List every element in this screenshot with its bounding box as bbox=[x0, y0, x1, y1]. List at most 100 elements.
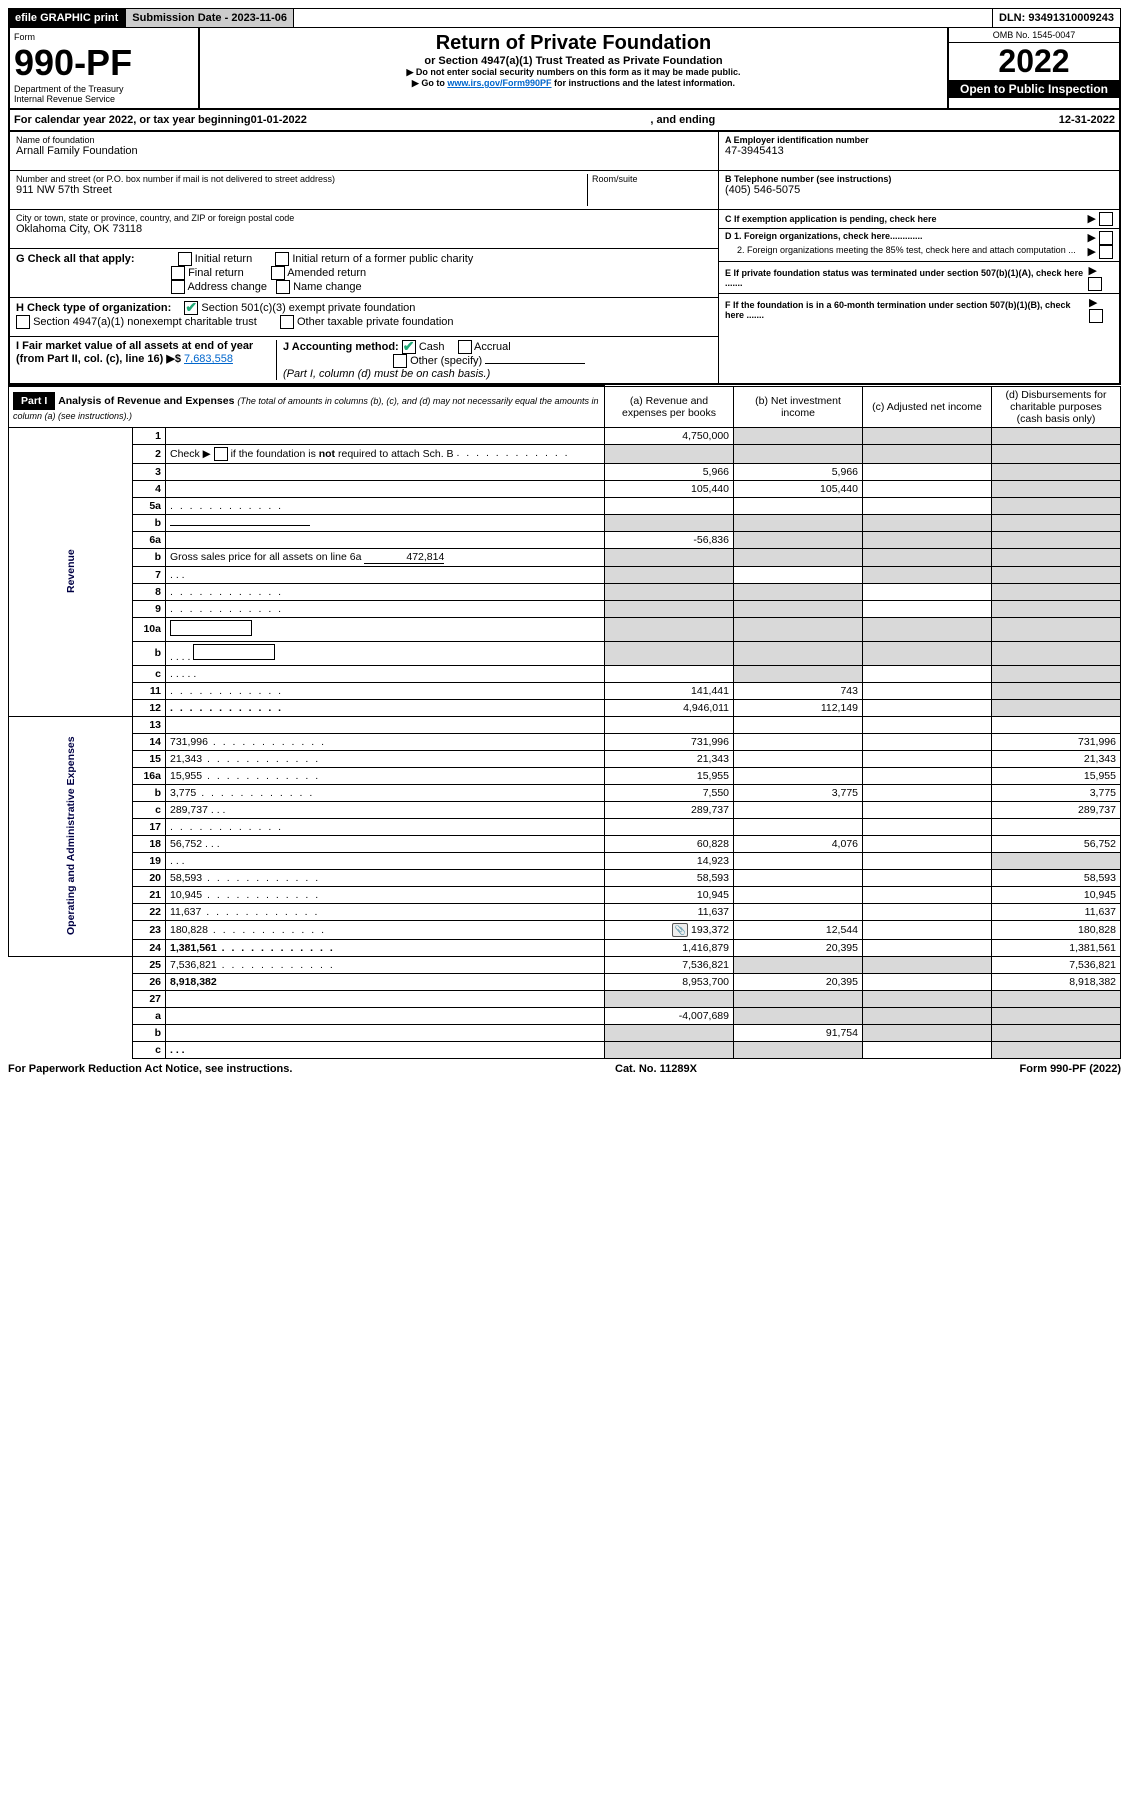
r14-c bbox=[863, 733, 992, 750]
final-return-checkbox[interactable] bbox=[171, 266, 185, 280]
ssn-note: ▶ Do not enter social security numbers o… bbox=[204, 67, 943, 78]
attachment-icon[interactable]: 📎 bbox=[672, 923, 688, 937]
row-8: 8 bbox=[9, 583, 1121, 600]
r9-num: 9 bbox=[133, 600, 166, 617]
other-taxable-checkbox[interactable] bbox=[280, 315, 294, 329]
r25-b bbox=[734, 956, 863, 973]
footer-left: For Paperwork Reduction Act Notice, see … bbox=[8, 1063, 292, 1075]
ein-cell: A Employer identification number 47-3945… bbox=[719, 132, 1119, 171]
r5b-d bbox=[992, 514, 1121, 531]
r7-b bbox=[734, 566, 863, 583]
r18-num: 18 bbox=[133, 835, 166, 852]
revenue-label: Revenue bbox=[9, 427, 133, 716]
r5a-b bbox=[734, 497, 863, 514]
row-17: 17 bbox=[9, 818, 1121, 835]
phone-label: B Telephone number (see instructions) bbox=[725, 174, 1113, 184]
d2-checkbox[interactable] bbox=[1099, 245, 1113, 259]
e-label: E If private foundation status was termi… bbox=[725, 268, 1088, 288]
r12-c bbox=[863, 699, 992, 716]
r10b-a bbox=[605, 641, 734, 665]
r20-num: 20 bbox=[133, 869, 166, 886]
j-note: (Part I, column (d) must be on cash basi… bbox=[283, 368, 490, 380]
r22-num: 22 bbox=[133, 903, 166, 920]
r20-c bbox=[863, 869, 992, 886]
dln: DLN: 93491310009243 bbox=[992, 8, 1121, 28]
section-e: E If private foundation status was termi… bbox=[719, 262, 1119, 294]
r2-c bbox=[863, 444, 992, 463]
initial-former-checkbox[interactable] bbox=[275, 252, 289, 266]
r5b-c bbox=[863, 514, 992, 531]
r10a-b bbox=[734, 617, 863, 641]
form990pf-link[interactable]: www.irs.gov/Form990PF bbox=[447, 78, 551, 88]
r24-num: 24 bbox=[133, 939, 166, 956]
r17-c bbox=[863, 818, 992, 835]
r21-num: 21 bbox=[133, 886, 166, 903]
r10c-b bbox=[734, 665, 863, 682]
city-cell: City or town, state or province, country… bbox=[10, 210, 718, 249]
r26-c bbox=[863, 973, 992, 990]
r16a-b bbox=[734, 767, 863, 784]
r20-b bbox=[734, 869, 863, 886]
r27c-c bbox=[863, 1041, 992, 1058]
form-header: Form 990-PF Department of the Treasury I… bbox=[8, 28, 1121, 110]
r26-b: 20,395 bbox=[734, 973, 863, 990]
e-checkbox[interactable] bbox=[1088, 277, 1102, 291]
4947-checkbox[interactable] bbox=[16, 315, 30, 329]
r13-num: 13 bbox=[133, 716, 166, 733]
submission-date: Submission Date - 2023-11-06 bbox=[125, 8, 294, 28]
other-method-checkbox[interactable] bbox=[393, 354, 407, 368]
c-checkbox[interactable] bbox=[1099, 212, 1113, 226]
row-10c: c . . . . . bbox=[9, 665, 1121, 682]
city-label: City or town, state or province, country… bbox=[16, 213, 712, 223]
f-checkbox[interactable] bbox=[1089, 309, 1103, 323]
r10c-c bbox=[863, 665, 992, 682]
r4-d bbox=[992, 480, 1121, 497]
efile-badge[interactable]: efile GRAPHIC print bbox=[8, 8, 125, 28]
cash-checkbox[interactable] bbox=[402, 340, 416, 354]
foundation-name: Arnall Family Foundation bbox=[16, 145, 712, 157]
r12-d bbox=[992, 699, 1121, 716]
ein-value: 47-3945413 bbox=[725, 145, 1113, 157]
row-10b: b . . . . bbox=[9, 641, 1121, 665]
j-other: Other (specify) bbox=[410, 355, 482, 367]
initial-return-checkbox[interactable] bbox=[178, 252, 192, 266]
name-change-checkbox[interactable] bbox=[276, 280, 290, 294]
r27a-b bbox=[734, 1007, 863, 1024]
r7-c bbox=[863, 566, 992, 583]
r20-d: 58,593 bbox=[992, 869, 1121, 886]
form-number: 990-PF bbox=[14, 42, 194, 84]
submission-value: 2023-11-06 bbox=[231, 12, 287, 24]
submission-label: Submission Date - bbox=[132, 12, 231, 24]
r11-d bbox=[992, 682, 1121, 699]
g-opt-1: Final return bbox=[188, 267, 244, 279]
amended-checkbox[interactable] bbox=[271, 266, 285, 280]
ty-mid: , and ending bbox=[307, 114, 1059, 126]
row-16a: 16a15,95515,95515,955 bbox=[9, 767, 1121, 784]
r6a-c bbox=[863, 531, 992, 548]
r27-a bbox=[605, 990, 734, 1007]
r3-num: 3 bbox=[133, 463, 166, 480]
accrual-checkbox[interactable] bbox=[458, 340, 472, 354]
r27c-a bbox=[605, 1041, 734, 1058]
r17-d bbox=[992, 818, 1121, 835]
room-label: Room/suite bbox=[592, 174, 712, 184]
footer: For Paperwork Reduction Act Notice, see … bbox=[8, 1059, 1121, 1075]
col-a-header: (a) Revenue and expenses per books bbox=[605, 386, 734, 427]
501c3-checkbox[interactable] bbox=[184, 301, 198, 315]
r15-d: 21,343 bbox=[992, 750, 1121, 767]
r15-desc: 21,343 bbox=[170, 753, 202, 765]
r13-desc bbox=[166, 716, 605, 733]
g-opt-5: Name change bbox=[293, 281, 362, 293]
r14-desc: 731,996 bbox=[170, 736, 208, 748]
r12-num: 12 bbox=[133, 699, 166, 716]
d1-checkbox[interactable] bbox=[1099, 231, 1113, 245]
r13-d bbox=[992, 716, 1121, 733]
fmv-link[interactable]: 7,683,558 bbox=[184, 353, 233, 365]
address-change-checkbox[interactable] bbox=[171, 280, 185, 294]
r10b-d bbox=[992, 641, 1121, 665]
ty-prefix: For calendar year 2022, or tax year begi… bbox=[14, 114, 251, 126]
schb-checkbox[interactable] bbox=[214, 447, 228, 461]
r22-d: 11,637 bbox=[992, 903, 1121, 920]
header-left: Form 990-PF Department of the Treasury I… bbox=[10, 28, 200, 108]
g-opt-2: Address change bbox=[187, 281, 267, 293]
